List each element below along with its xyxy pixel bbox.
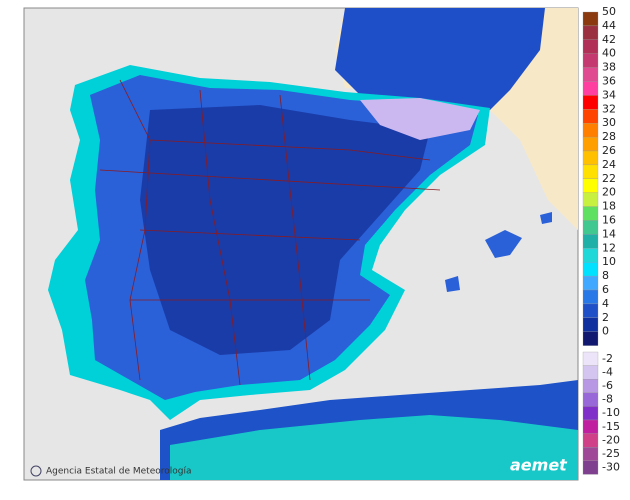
legend-label: -4 <box>602 365 613 378</box>
legend-label: 34 <box>602 88 616 101</box>
legend-label: 28 <box>602 130 616 143</box>
legend-label: 8 <box>602 269 609 282</box>
legend-swatch <box>582 67 599 82</box>
legend-swatch <box>582 447 599 461</box>
legend-swatch <box>582 351 599 366</box>
legend-swatch <box>582 206 599 221</box>
legend-label: 4 <box>602 297 609 310</box>
legend-swatch <box>582 81 599 96</box>
legend-label: -10 <box>602 406 620 419</box>
pyrenees-snow <box>360 98 480 140</box>
legend-swatch <box>582 433 599 448</box>
legend-swatch <box>582 150 599 166</box>
legend-label: -6 <box>602 379 613 392</box>
legend-swatch <box>582 11 599 27</box>
legend-label: 0 <box>602 325 609 338</box>
legend-swatch <box>582 419 599 434</box>
legend-label: 14 <box>602 227 616 240</box>
islands <box>445 212 552 292</box>
legend-label: -2 <box>602 352 613 365</box>
legend-label: -30 <box>602 461 620 474</box>
legend-swatch <box>582 248 599 263</box>
legend-label: 30 <box>602 116 616 129</box>
legend: 5044424038363432302826242220181614121086… <box>582 5 620 475</box>
legend-label: 36 <box>602 75 616 88</box>
legend-swatch <box>582 95 599 110</box>
legend-label: -25 <box>602 447 620 460</box>
legend-swatch <box>582 460 599 475</box>
copyright-icon <box>30 465 42 477</box>
legend-swatch <box>582 303 599 318</box>
legend-label: 6 <box>602 283 609 296</box>
legend-label: 18 <box>602 200 616 213</box>
legend-label: 26 <box>602 144 616 157</box>
legend-swatch <box>582 392 599 407</box>
legend-swatch <box>582 164 599 179</box>
legend-label: 2 <box>602 311 609 324</box>
legend-label: 24 <box>602 158 616 171</box>
legend-swatch <box>582 406 599 421</box>
legend-label: 40 <box>602 47 616 60</box>
mallorca <box>485 230 522 258</box>
legend-swatch <box>582 317 599 332</box>
borders <box>99 79 441 386</box>
legend-swatch <box>582 331 599 346</box>
legend-swatch <box>582 123 599 138</box>
legend-swatch <box>582 379 599 393</box>
legend-label: -15 <box>602 420 620 433</box>
credit: Agencia Estatal de Meteorología <box>46 467 192 477</box>
legend-swatch <box>582 365 599 380</box>
legend-swatch <box>582 25 599 40</box>
legend-label: 38 <box>602 61 616 74</box>
legend-label: 50 <box>602 5 616 18</box>
africa-coast <box>170 415 578 480</box>
legend-label: 22 <box>602 172 616 185</box>
legend-label: -8 <box>602 393 613 406</box>
interior <box>140 105 430 355</box>
legend-swatch <box>582 136 599 152</box>
legend-swatch <box>582 192 599 207</box>
legend-swatch <box>582 109 599 124</box>
legend-swatch <box>582 178 599 193</box>
legend-label: 16 <box>602 214 616 227</box>
legend-swatch <box>582 234 599 249</box>
legend-swatch <box>582 262 599 277</box>
legend-label: 20 <box>602 186 616 199</box>
legend-label: 10 <box>602 255 616 268</box>
legend-label: 12 <box>602 241 616 254</box>
legend-label: 44 <box>602 19 616 32</box>
legend-label: -20 <box>602 433 620 446</box>
legend-swatch <box>582 53 599 68</box>
legend-swatch <box>582 289 599 305</box>
legend-label: 42 <box>602 33 616 46</box>
legend-swatch <box>582 39 599 54</box>
logo: aemet <box>510 456 568 475</box>
legend-label: 32 <box>602 102 616 115</box>
legend-swatch <box>582 275 599 291</box>
legend-swatch <box>582 220 599 235</box>
pyrenees-region <box>335 8 545 110</box>
